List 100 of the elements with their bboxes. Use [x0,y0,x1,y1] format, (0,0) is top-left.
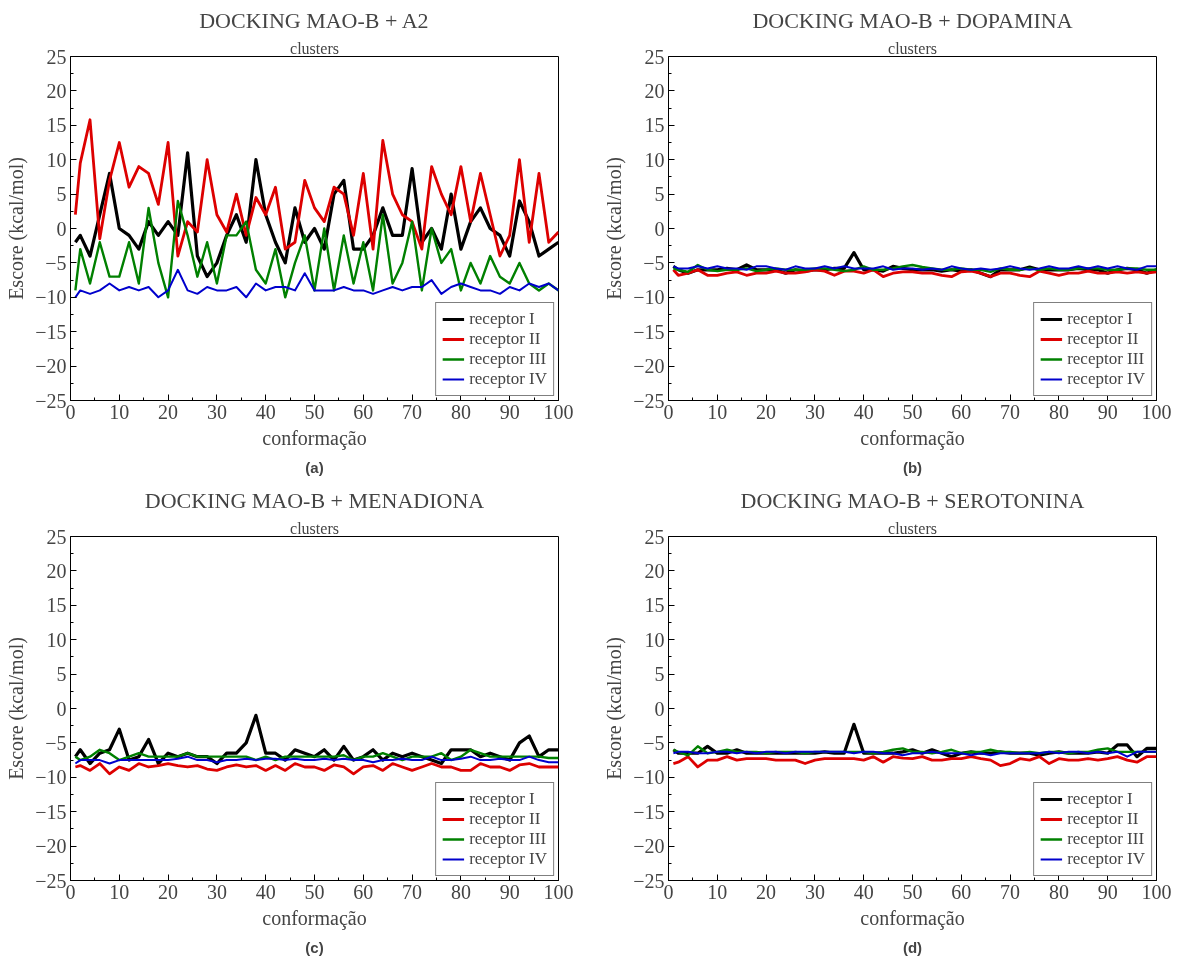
x-axis-title: conformação [860,906,965,930]
legend-label: receptor IV [1067,849,1145,869]
y-tick-label: 10 [644,628,665,651]
y-tick-label: 10 [644,148,665,171]
y-tick-label: −25 [35,869,67,892]
x-tick-label: 60 [951,880,972,903]
y-tick-label: 5 [56,663,67,686]
x-tick-label: 30 [804,400,825,423]
y-tick-label: −15 [35,800,67,823]
x-tick-label: 100 [543,880,574,903]
x-tick-label: 30 [804,880,825,903]
y-tick-label: −20 [633,835,665,858]
x-tick-label: 10 [707,400,728,423]
legend-label: receptor IV [469,849,547,869]
text: (d) [902,938,923,956]
y-tick-label: −25 [633,389,665,412]
text: (c) [305,938,324,956]
legend-label: receptor IV [469,369,547,389]
x-tick-label: 90 [1097,400,1118,423]
x-tick-label: 40 [853,400,874,423]
y-tick-label: −5 [643,731,665,754]
chart-title: DOCKING MAO-B + A2 [199,7,429,33]
y-tick-label: 5 [654,183,665,206]
legend-label: receptor I [1067,789,1133,809]
x-tick-label: 50 [902,880,923,903]
y-tick-label: −10 [35,766,67,789]
chart-title: DOCKING MAO-B + DOPAMINA [752,7,1073,33]
x-tick-label: 100 [543,400,574,423]
x-tick-label: 80 [1048,880,1069,903]
y-tick-label: 20 [46,559,67,582]
y-tick-label: −5 [45,731,67,754]
x-tick-label: 70 [402,400,423,423]
x-tick-label: 70 [1000,400,1021,423]
x-tick-label: 60 [951,400,972,423]
y-tick-label: 5 [654,663,665,686]
legend-label: receptor III [1067,829,1145,849]
x-tick-label: 30 [206,880,227,903]
y-tick-label: −10 [633,286,665,309]
y-tick-label: 25 [644,45,665,68]
x-tick-label: 80 [450,400,471,423]
chart-subtitle: clusters [290,39,339,57]
chart-title: DOCKING MAO-B + MENADIONA [144,487,485,513]
legend-label: receptor III [469,349,547,369]
x-tick-label: 10 [109,880,130,903]
y-tick-label: 15 [46,594,67,617]
y-tick-label: 10 [46,148,67,171]
y-tick-label: 25 [46,45,67,68]
y-tick-label: 0 [654,217,665,240]
x-tick-label: 50 [304,880,325,903]
y-tick-label: 25 [46,525,67,548]
x-tick-label: 80 [1048,400,1069,423]
x-tick-label: 30 [206,400,227,423]
x-tick-label: 90 [499,400,520,423]
x-tick-label: 70 [402,880,423,903]
y-tick-label: 0 [56,697,67,720]
y-tick-label: 0 [56,217,67,240]
y-axis-title: Escore (kcal/mol) [603,157,627,300]
x-tick-label: 20 [158,880,179,903]
chart-title: DOCKING MAO-B + SEROTONINA [740,487,1085,513]
legend-label: receptor I [469,309,535,329]
x-tick-label: 70 [1000,880,1021,903]
y-tick-label: 5 [56,183,67,206]
x-tick-label: 40 [853,880,874,903]
y-tick-label: −25 [35,389,67,412]
y-tick-label: 20 [644,79,665,102]
x-tick-label: 100 [1141,880,1172,903]
x-tick-label: 80 [450,880,471,903]
y-tick-label: −10 [633,766,665,789]
x-tick-label: 50 [902,400,923,423]
y-tick-label: 15 [644,594,665,617]
y-tick-label: −5 [643,251,665,274]
legend-label: receptor II [1067,809,1139,829]
legend-label: receptor II [469,329,541,349]
y-tick-label: −10 [35,286,67,309]
x-tick-label: 90 [499,880,520,903]
y-tick-label: 10 [46,628,67,651]
chart-subtitle: clusters [290,519,339,537]
y-tick-label: 0 [654,697,665,720]
legend-label: receptor I [1067,309,1133,329]
y-tick-label: 15 [644,114,665,137]
y-tick-label: −15 [633,800,665,823]
x-tick-label: 20 [158,400,179,423]
x-tick-label: 20 [756,880,777,903]
y-tick-label: −15 [633,320,665,343]
y-tick-label: 25 [644,525,665,548]
x-tick-label: 60 [353,400,374,423]
y-tick-label: 20 [644,559,665,582]
legend-label: receptor II [1067,329,1139,349]
x-tick-label: 60 [353,880,374,903]
y-tick-label: −20 [35,355,67,378]
text: (b) [902,458,923,476]
y-axis-title: Escore (kcal/mol) [5,637,29,780]
y-tick-label: 15 [46,114,67,137]
y-axis-title: Escore (kcal/mol) [603,637,627,780]
x-tick-label: 40 [255,880,276,903]
chart-subtitle: clusters [888,519,937,537]
x-tick-label: 10 [707,880,728,903]
y-tick-label: 20 [46,79,67,102]
x-tick-label: 90 [1097,880,1118,903]
x-axis-title: conformação [860,426,965,450]
